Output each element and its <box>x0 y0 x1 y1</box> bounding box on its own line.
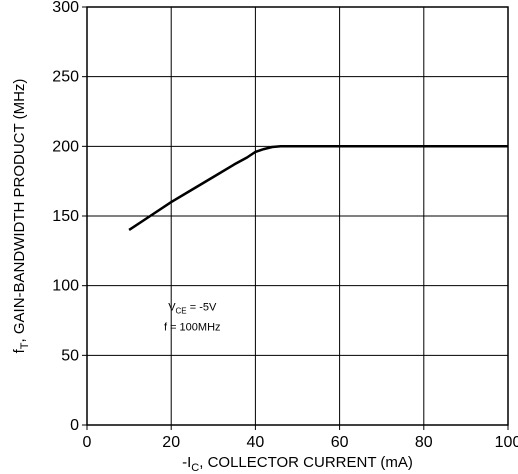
y-tick-label: 100 <box>52 278 79 295</box>
y-axis-title: fT, GAIN-BANDWIDTH PRODUCT (MHz) <box>11 79 31 354</box>
y-tick-label: 250 <box>52 69 79 86</box>
x-tick-label: 0 <box>83 434 92 451</box>
tick-label-layer: 0 20 40 60 80 100 0 50 100 150 200 250 300 <box>52 0 518 451</box>
x-tick-label: 20 <box>162 434 180 451</box>
series-layer <box>128 145 508 231</box>
y-tick-label: 300 <box>52 0 79 16</box>
x-tick-label: 40 <box>247 434 265 451</box>
y-tick-label: 200 <box>52 138 79 155</box>
annotation-frequency: f = 100MHz <box>164 321 221 333</box>
x-tick-label: 60 <box>331 434 349 451</box>
series-line <box>128 145 508 231</box>
x-axis-title: -IC, COLLECTOR CURRENT (mA) <box>182 454 413 474</box>
annotation-vce: VCE = -5V <box>168 302 217 316</box>
y-tick-label: 150 <box>52 208 79 225</box>
x-tick-label: 100 <box>495 434 518 451</box>
x-tick-label: 80 <box>415 434 433 451</box>
y-tick-label: 50 <box>61 347 79 364</box>
test-conditions-annotation: VCE = -5V f = 100MHz <box>164 302 221 334</box>
y-tick-label: 0 <box>70 417 79 434</box>
plot-area-frame <box>86 6 509 426</box>
